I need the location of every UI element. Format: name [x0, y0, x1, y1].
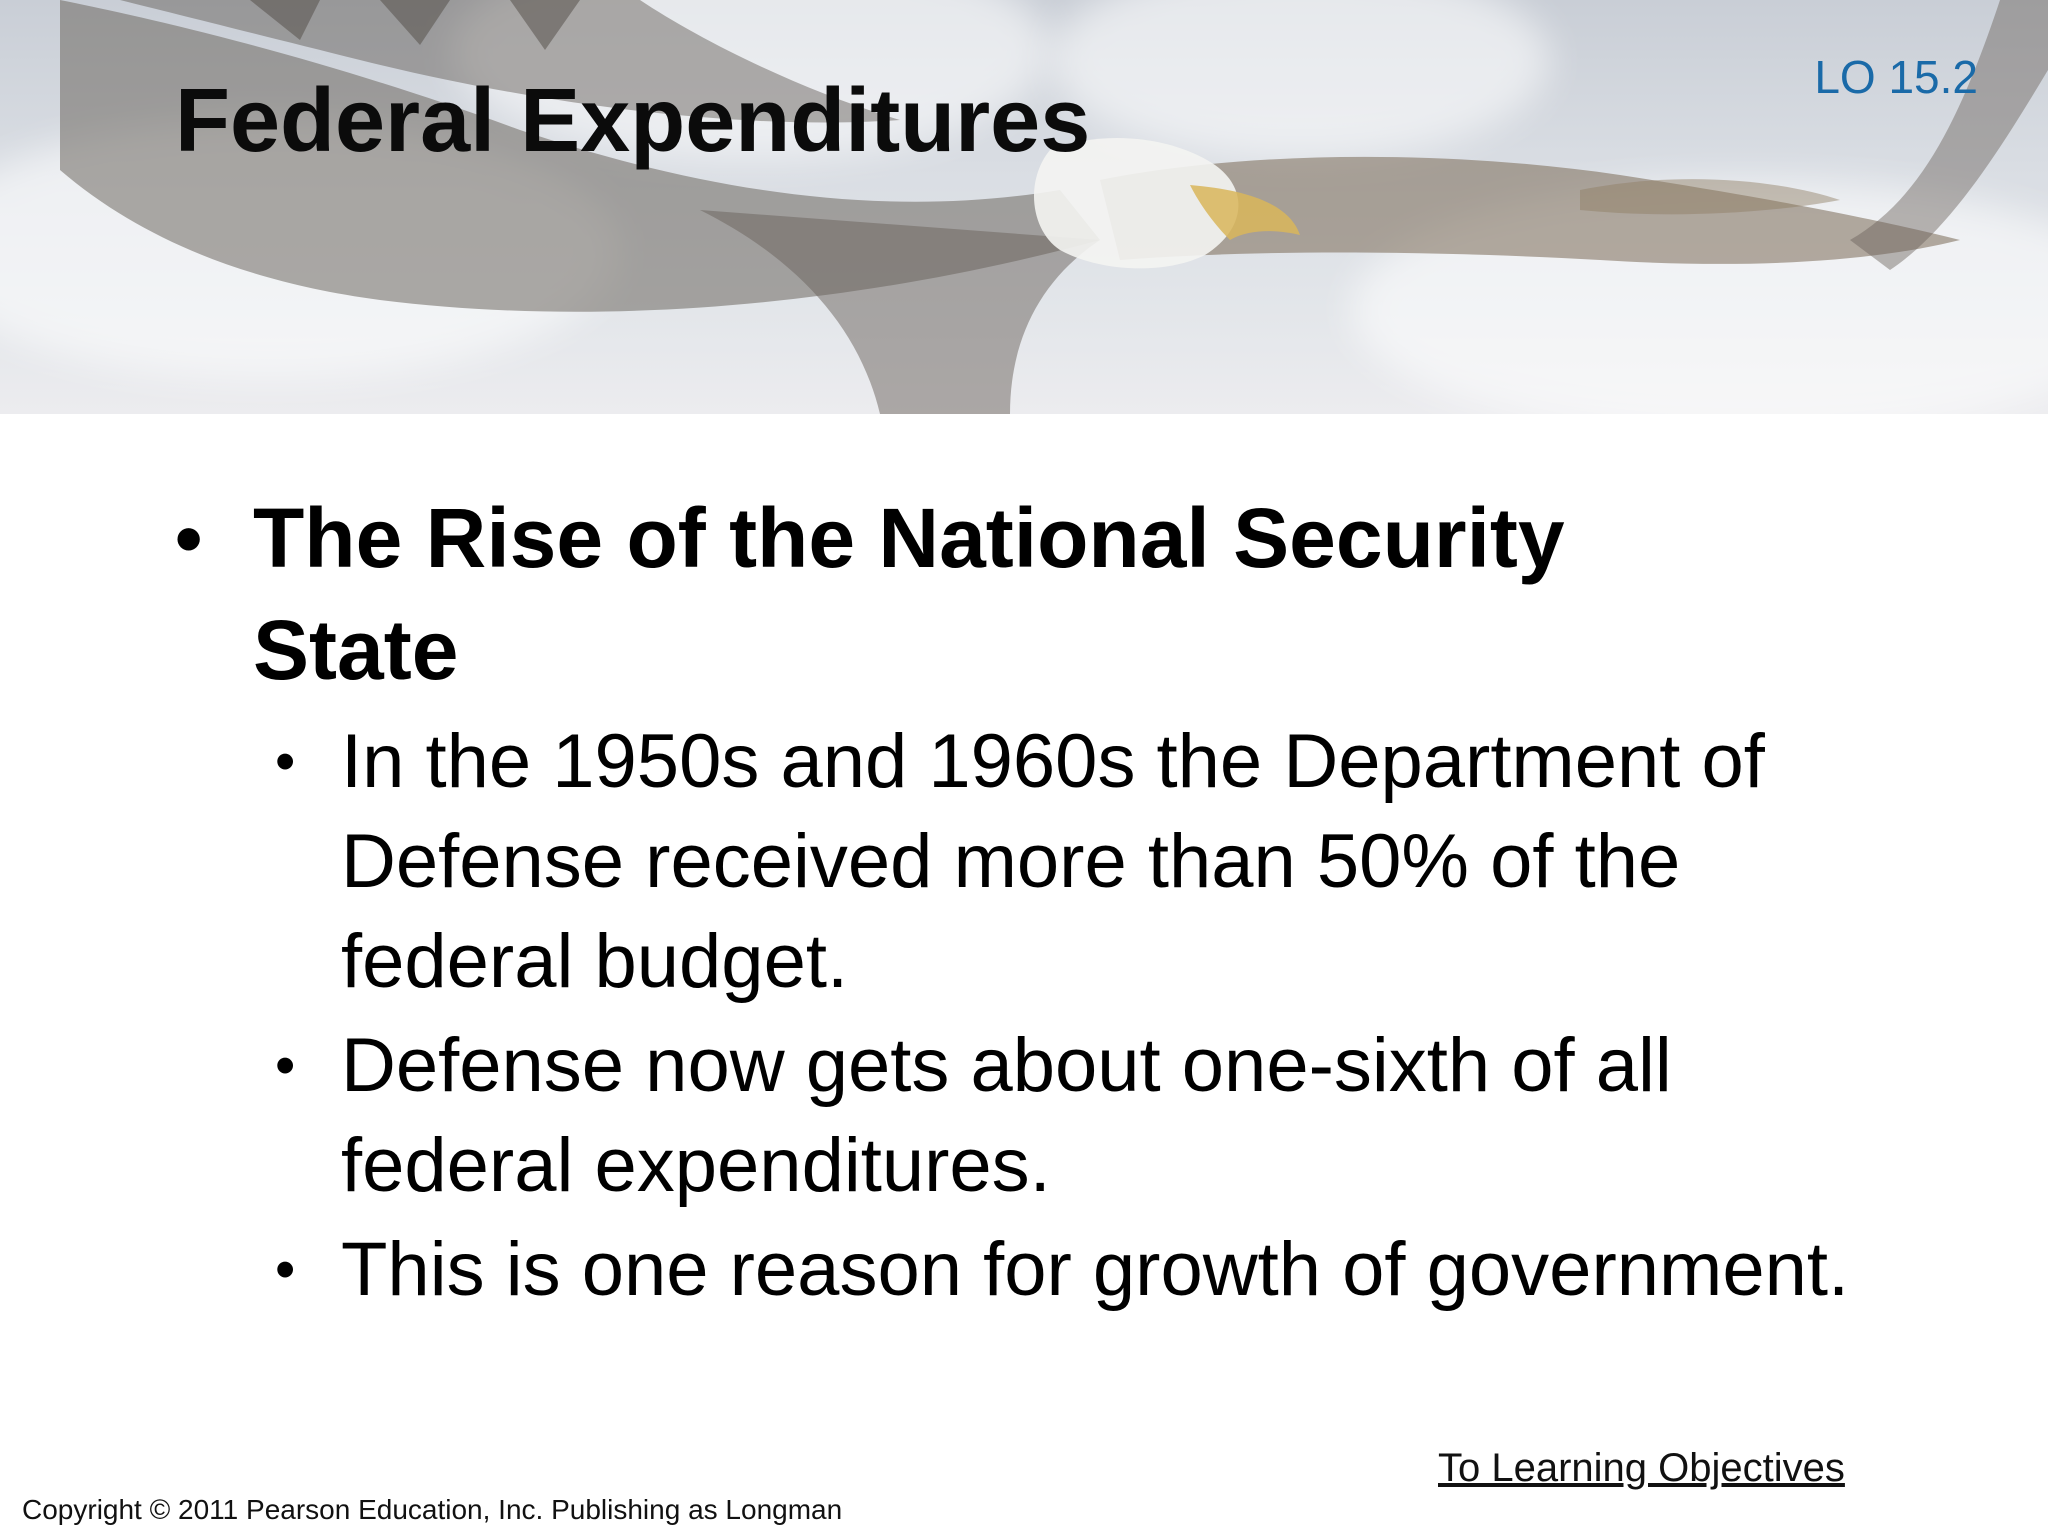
copyright-notice: Copyright © 2011 Pearson Education, Inc.… [22, 1494, 843, 1525]
sub-bullet-text: In the 1950s and 1960s the Department of… [341, 719, 1765, 1004]
sub-bullet-text: This is one reason for growth of governm… [341, 1227, 1850, 1312]
sub-bullet-list: • In the 1950s and 1960s the Department … [275, 712, 1895, 1320]
bullet-icon: • [275, 729, 296, 794]
slide-title: Federal Expenditures [175, 71, 1091, 171]
main-bullet-item: • The Rise of the National Security Stat… [175, 482, 1895, 706]
eagle-icon [60, 0, 2048, 414]
bullet-icon: • [275, 1237, 296, 1302]
header-banner: LO 15.2 Federal Expenditures [0, 0, 2048, 414]
bullet-icon: • [175, 494, 203, 582]
list-item: • Defense now gets about one-sixth of al… [275, 1016, 1895, 1216]
list-item: • This is one reason for growth of gover… [275, 1220, 1895, 1320]
bullet-icon: • [275, 1033, 296, 1098]
list-item: • In the 1950s and 1960s the Department … [275, 712, 1895, 1012]
main-bullet-text: The Rise of the National Security State [253, 491, 1565, 697]
sub-bullet-text: Defense now gets about one-sixth of all … [341, 1023, 1672, 1208]
slide-content: • The Rise of the National Security Stat… [175, 482, 1895, 1324]
learning-objective-label: LO 15.2 [1814, 51, 1978, 103]
to-learning-objectives-link[interactable]: To Learning Objectives [1438, 1446, 1845, 1490]
